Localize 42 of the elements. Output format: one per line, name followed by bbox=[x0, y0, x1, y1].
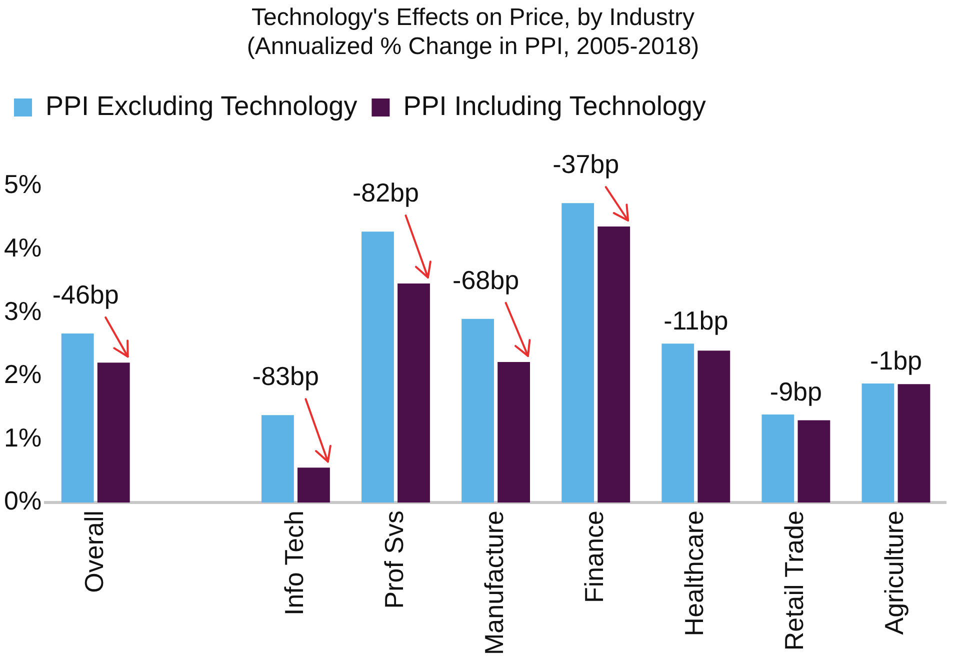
bar bbox=[261, 415, 294, 502]
y-tick-label: 2% bbox=[4, 359, 42, 390]
bar bbox=[698, 350, 730, 502]
bar bbox=[762, 414, 794, 502]
legend-label: PPI Including Technology bbox=[403, 90, 706, 121]
annotation: -83bp bbox=[252, 361, 319, 392]
y-tick-label: 1% bbox=[4, 422, 42, 452]
bar bbox=[862, 383, 894, 502]
text: (Annualized % Change in PPI, 2005-2018) bbox=[246, 32, 700, 60]
annotation: -46bp bbox=[52, 279, 119, 310]
x-tick-label: Finance bbox=[579, 510, 610, 603]
x-tick-label: Overall bbox=[78, 510, 109, 593]
x-tick-label: Info Tech bbox=[278, 510, 309, 616]
annotation: -11bp bbox=[664, 306, 728, 336]
y-tick-label: 3% bbox=[4, 296, 42, 326]
x-tick-label: Prof Svs bbox=[378, 510, 409, 609]
annotation: -9bp bbox=[770, 376, 822, 406]
annotation: -37bp bbox=[552, 149, 620, 180]
y-tick-label: 5% bbox=[4, 169, 42, 200]
y-tick-label: 0% bbox=[4, 486, 42, 516]
legend-label: PPI Excluding Technology bbox=[46, 90, 358, 121]
bar bbox=[362, 232, 394, 502]
bar bbox=[97, 362, 130, 502]
x-tick-label: Manufacture bbox=[478, 510, 509, 656]
bar bbox=[898, 384, 930, 502]
bar bbox=[662, 344, 694, 502]
annotation: -82bp bbox=[352, 178, 419, 208]
x-tick-label: Healthcare bbox=[679, 510, 710, 636]
bar bbox=[61, 333, 94, 502]
bar bbox=[562, 203, 594, 502]
bar bbox=[598, 226, 630, 502]
bar bbox=[798, 420, 830, 502]
bar bbox=[498, 362, 530, 502]
annotation: -1bp bbox=[870, 345, 922, 376]
bar bbox=[297, 468, 330, 502]
bar bbox=[462, 318, 494, 502]
x-tick-label: Retail Trade bbox=[779, 510, 810, 651]
x-tick-label: Agriculture bbox=[879, 510, 910, 635]
bar bbox=[398, 283, 430, 502]
annotation: -68bp bbox=[452, 264, 520, 295]
y-tick-label: 4% bbox=[4, 232, 42, 262]
text: Technology's Effects on Price, by Industry bbox=[251, 4, 695, 32]
